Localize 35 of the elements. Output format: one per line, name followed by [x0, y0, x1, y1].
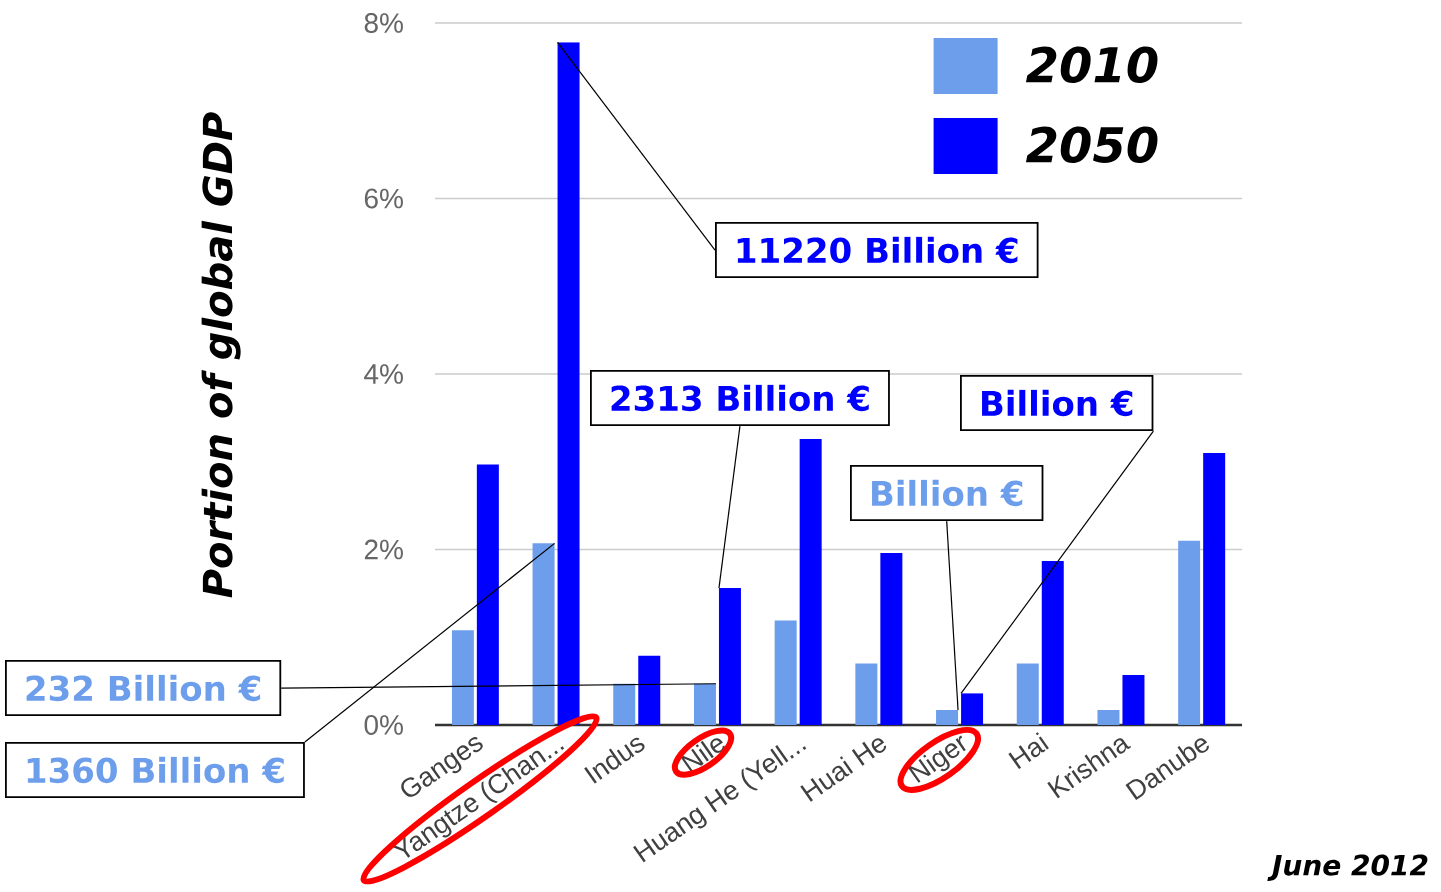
y-tick-label: 4% — [364, 364, 403, 384]
y-tick-label: 8% — [364, 13, 403, 33]
annotation: 2313 Billion € — [611, 384, 869, 412]
y-axis-title: Portion of global GDP — [201, 112, 241, 598]
text: June 2012 — [1267, 854, 1428, 881]
annotation: 232 Billion € — [26, 674, 261, 702]
bar — [961, 693, 984, 725]
bar — [1097, 710, 1120, 725]
bar — [451, 630, 474, 725]
bar — [855, 663, 878, 725]
bar — [1016, 663, 1039, 725]
y-tick-label: 2% — [364, 539, 403, 560]
legend-label: 2050 — [1025, 126, 1158, 163]
bar — [638, 655, 661, 725]
bar — [1203, 452, 1226, 725]
bar — [1178, 540, 1201, 725]
bar — [532, 543, 555, 725]
y-tick-label: 6% — [364, 188, 403, 209]
annotation: Billion € — [982, 389, 1133, 417]
bar — [799, 438, 822, 725]
bar — [880, 553, 903, 725]
bar — [613, 683, 636, 725]
bar — [1041, 560, 1064, 725]
x-tick-label: Nile — [680, 738, 725, 773]
annotation: Billion € — [872, 479, 1023, 507]
legend-label: 2010 — [1025, 46, 1158, 83]
bar — [476, 464, 499, 725]
annotation: 11220 Billion € — [737, 236, 1018, 264]
x-tick-label: Hai — [1008, 732, 1049, 770]
y-tick-label: 0% — [364, 715, 403, 735]
bar — [774, 620, 797, 725]
bar — [557, 42, 580, 725]
bar — [1122, 674, 1145, 725]
annotation: 1360 Billion € — [27, 756, 284, 784]
bar — [936, 710, 959, 725]
